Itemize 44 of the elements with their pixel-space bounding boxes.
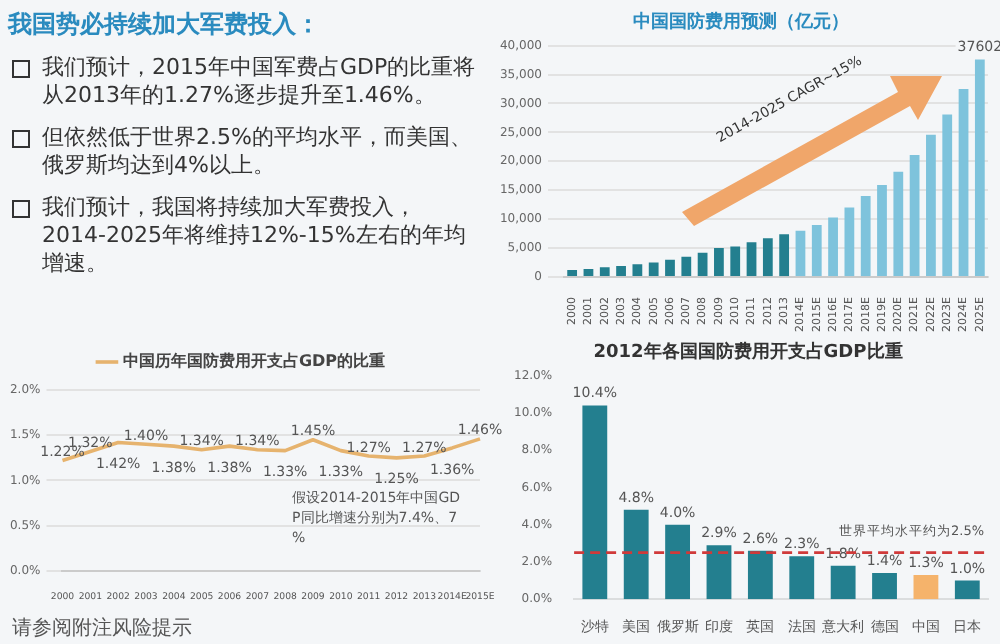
bar: [779, 234, 790, 277]
bar: [872, 573, 897, 600]
bar: [697, 252, 708, 277]
text: 我们预计，2015年中国军费占GDP的比重将从2013年的1.27%逐步提升至1.46%。: [42, 54, 478, 110]
bar: [877, 185, 887, 277]
bar: [648, 262, 659, 277]
bar: [583, 268, 594, 277]
text: 请参阅附注风险提示: [12, 615, 192, 642]
text: 但依然低于世界2.5%的平均水平，而美国、俄罗斯均达到4%以上。: [42, 124, 474, 180]
bar: [958, 89, 969, 277]
bar: [730, 246, 741, 277]
bar: [909, 154, 920, 277]
bar: [830, 565, 856, 600]
bar: [974, 59, 985, 277]
bar: [599, 267, 610, 277]
bar: [942, 114, 953, 277]
bar: [926, 134, 936, 277]
bar: [828, 217, 838, 277]
bar: [632, 264, 643, 277]
bar: [567, 270, 578, 277]
legend-label: 中国历年国防费用开支占GDP的比重: [122, 352, 386, 371]
bar: [860, 196, 871, 277]
bar: [954, 580, 980, 600]
bar: [616, 266, 626, 277]
bar: [681, 256, 692, 277]
bar: [714, 248, 724, 277]
bar: [665, 524, 691, 600]
text: 我国势必持续加大军费投入：: [8, 8, 322, 42]
chart-title: 2012年各国国防费用开支占GDP比重: [593, 341, 903, 364]
bar: [746, 242, 757, 277]
bar: [893, 171, 904, 277]
bar: [844, 207, 855, 277]
bar: [706, 545, 732, 600]
text: 我们预计，我国将持续加大军费投入，2014-2025年将维持12%-15%左右的年均增速。: [42, 194, 468, 278]
bar: [747, 550, 773, 600]
bar: [789, 556, 815, 600]
bar: [795, 230, 806, 277]
bar: [623, 509, 649, 600]
chart-title: 中国国防费用预测（亿元）: [633, 11, 849, 34]
bar: [913, 574, 939, 600]
bar: [762, 238, 773, 277]
bar: [665, 259, 675, 277]
bar: [811, 224, 822, 277]
bar: [582, 405, 608, 600]
